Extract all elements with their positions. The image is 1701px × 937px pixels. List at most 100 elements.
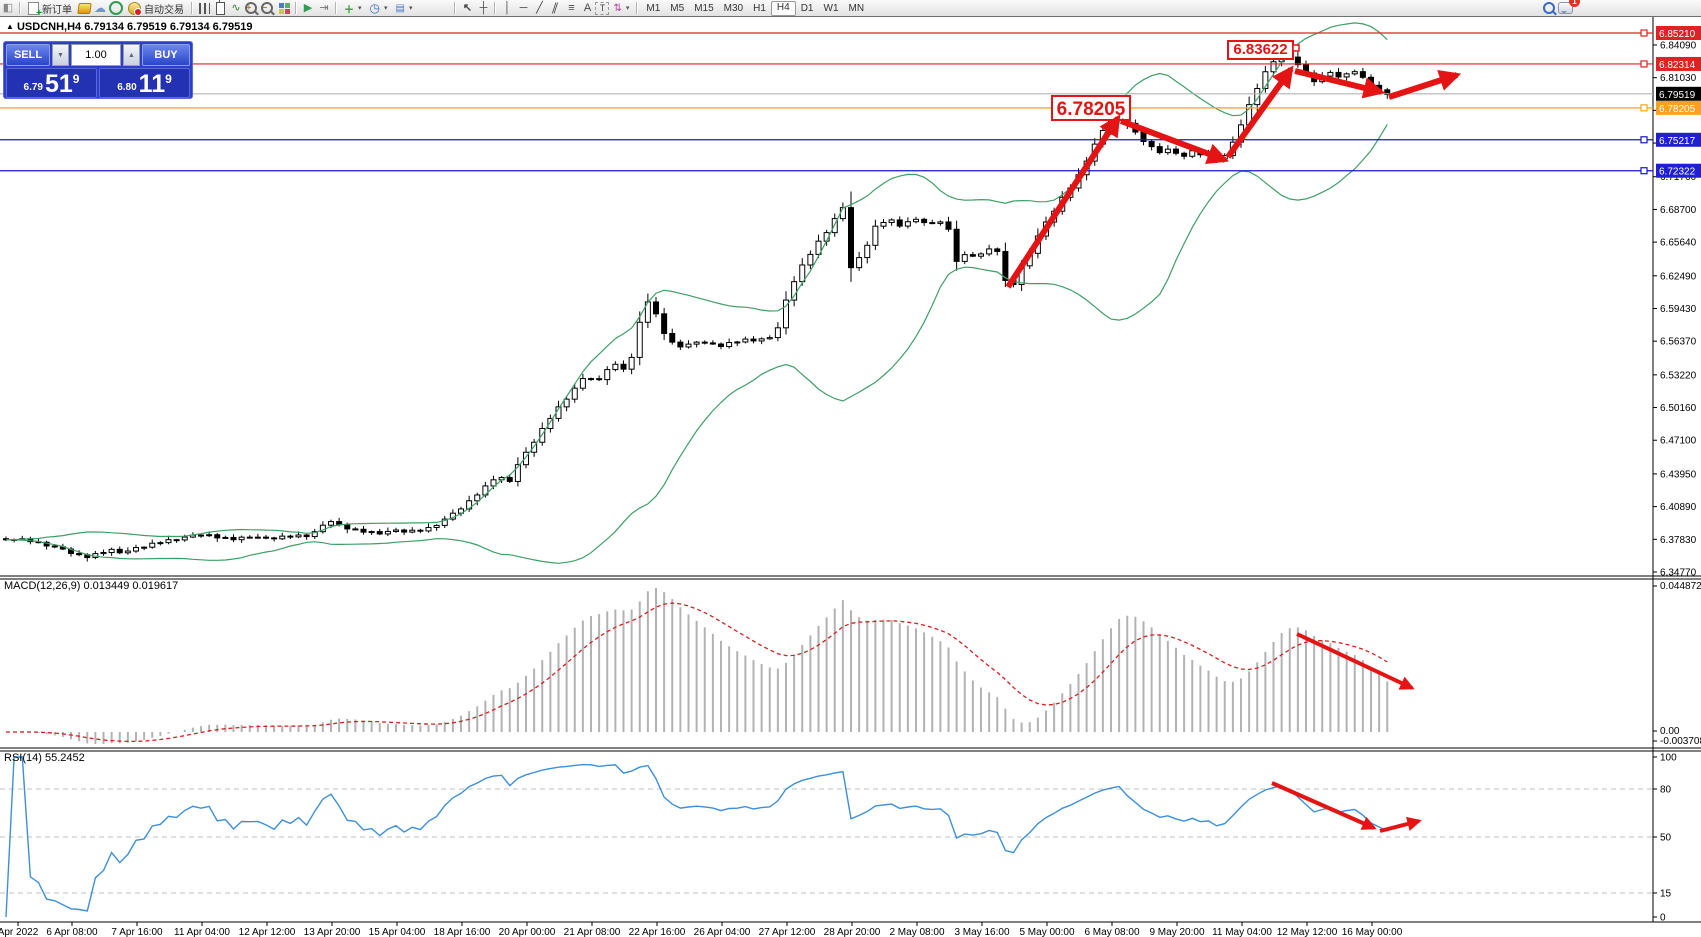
arrows-dropdown[interactable]: ⇅ ▾ <box>613 2 630 14</box>
tile-windows-icon[interactable] <box>276 1 292 15</box>
svg-text:6.53220: 6.53220 <box>1660 370 1697 381</box>
svg-text:5 May 00:00: 5 May 00:00 <box>1019 927 1074 937</box>
new-order-button[interactable]: 新订单 <box>24 1 76 19</box>
auto-scroll-icon[interactable]: ▶ <box>303 2 313 14</box>
chat-badge: 1 <box>1569 0 1580 7</box>
svg-text:6.78205: 6.78205 <box>1659 104 1696 115</box>
one-click-trading-panel: SELL ▼ ▲ BUY 6.79 51 9 6.80 11 9 <box>3 41 193 99</box>
line-chart-icon[interactable]: ∿ <box>231 2 241 14</box>
svg-text:11 May 04:00: 11 May 04:00 <box>1212 927 1272 937</box>
rsi-label: RSI(14) 55.2452 <box>4 752 85 764</box>
volume-increase-button[interactable]: ▲ <box>123 44 140 66</box>
trendline-icon[interactable]: ╱ <box>536 2 543 14</box>
cursor-icon[interactable]: ↖ <box>462 2 473 14</box>
timeframe-mn[interactable]: MN <box>848 2 865 14</box>
svg-text:6.47100: 6.47100 <box>1660 436 1697 447</box>
autotrading-button[interactable]: 自动交易 <box>124 1 188 16</box>
horizontal-line-icon[interactable]: ─ <box>519 2 528 14</box>
candlestick-chart-icon[interactable] <box>212 0 228 15</box>
new-order-icon <box>28 1 42 19</box>
timeframe-w1[interactable]: W1 <box>823 2 839 14</box>
timeframe-m5[interactable]: M5 <box>670 2 685 14</box>
svg-text:Apr 2022: Apr 2022 <box>0 927 39 937</box>
sell-price[interactable]: 6.79 51 9 <box>6 68 97 98</box>
text-label-icon[interactable]: T <box>595 1 610 15</box>
periods-dropdown[interactable]: ◷ ▾ <box>369 1 388 15</box>
indicators-icon: ＋ <box>344 4 354 16</box>
toolbar-separator <box>636 2 639 14</box>
svg-text:9 May 20:00: 9 May 20:00 <box>1149 927 1204 937</box>
chat-icon[interactable]: 1 <box>1557 0 1580 15</box>
svg-text:13 Apr 20:00: 13 Apr 20:00 <box>304 927 361 937</box>
search-icon[interactable] <box>1541 1 1557 15</box>
timeframe-h1[interactable]: H1 <box>753 2 766 14</box>
clock-icon: ◷ <box>369 1 380 15</box>
left-clipped-icon[interactable]: ◧ <box>2 2 14 14</box>
vertical-line-icon[interactable]: │ <box>504 2 511 14</box>
svg-text:26 Apr 04:00: 26 Apr 04:00 <box>694 927 751 937</box>
chart-shift-icon[interactable]: ⇥ <box>319 2 329 14</box>
svg-text:15 Apr 04:00: 15 Apr 04:00 <box>369 927 426 937</box>
svg-text:0: 0 <box>1660 913 1666 924</box>
toolbar-separator <box>335 2 337 14</box>
symbol-marker-icon: ▲ <box>6 22 14 31</box>
template-icon: ▤ <box>395 2 405 14</box>
svg-text:6.68700: 6.68700 <box>1660 205 1697 216</box>
navigator-icon[interactable]: ☁ <box>94 1 106 15</box>
timeframe-d1[interactable]: D1 <box>800 2 814 14</box>
svg-text:20 Apr 00:00: 20 Apr 00:00 <box>499 927 556 937</box>
signals-icon[interactable] <box>108 1 124 15</box>
buy-price[interactable]: 6.80 11 9 <box>99 68 190 98</box>
svg-text:6.84090: 6.84090 <box>1660 40 1697 51</box>
svg-text:6.75217: 6.75217 <box>1659 136 1696 147</box>
svg-text:100: 100 <box>1660 753 1677 764</box>
svg-text:6.82314: 6.82314 <box>1659 60 1696 71</box>
main-toolbar: ◧ 新订单 ☁ 自动交易 ∿ + − ▶ ⇥ ＋ ▾ ◷ ▾ ▤ ▾ ↖ ┼ │… <box>0 0 1701 19</box>
svg-text:6.83622: 6.83622 <box>1233 41 1287 58</box>
svg-text:-0.003708: -0.003708 <box>1660 736 1701 747</box>
timeframe-m30[interactable]: M30 <box>723 2 744 14</box>
svg-text:6.43950: 6.43950 <box>1660 469 1697 480</box>
zoom-in-icon[interactable]: + <box>244 1 260 15</box>
zoom-out-icon[interactable]: − <box>260 1 276 15</box>
svg-text:6.62490: 6.62490 <box>1660 271 1697 282</box>
timeframe-h4[interactable]: H4 <box>770 0 796 16</box>
text-icon[interactable]: A <box>583 2 592 14</box>
toolbar-separator <box>295 2 297 14</box>
sell-button[interactable]: SELL <box>6 44 50 66</box>
indicators-dropdown[interactable]: ＋ ▾ <box>340 1 366 16</box>
crosshair-icon[interactable]: ┼ <box>479 2 488 14</box>
bar-chart-icon[interactable] <box>196 1 212 15</box>
svg-text:0.044872: 0.044872 <box>1660 581 1701 592</box>
svg-text:21 Apr 08:00: 21 Apr 08:00 <box>564 927 621 937</box>
volume-decrease-button[interactable]: ▼ <box>52 44 69 66</box>
toolbar-separator <box>19 2 21 14</box>
svg-text:6.40890: 6.40890 <box>1660 502 1697 513</box>
chart-title: ▲ USDCNH,H4 6.79134 6.79519 6.79134 6.79… <box>6 21 253 33</box>
svg-text:50: 50 <box>1660 833 1672 844</box>
svg-text:6 Apr 08:00: 6 Apr 08:00 <box>46 927 98 937</box>
svg-text:80: 80 <box>1660 785 1672 796</box>
svg-text:6.72322: 6.72322 <box>1659 167 1696 178</box>
svg-text:6.34770: 6.34770 <box>1660 568 1697 579</box>
autotrading-icon <box>128 1 142 16</box>
timeframe-m1[interactable]: M1 <box>646 2 661 14</box>
svg-text:6.65640: 6.65640 <box>1660 238 1697 249</box>
market-watch-icon[interactable] <box>76 1 92 15</box>
svg-text:6.59430: 6.59430 <box>1660 304 1697 315</box>
buy-button[interactable]: BUY <box>142 44 190 66</box>
svg-text:0.00: 0.00 <box>1660 726 1680 737</box>
svg-text:2 May 08:00: 2 May 08:00 <box>889 927 944 937</box>
svg-text:6.50160: 6.50160 <box>1660 403 1697 414</box>
svg-text:6.37830: 6.37830 <box>1660 535 1697 546</box>
templates-dropdown[interactable]: ▤ ▾ <box>395 2 413 14</box>
volume-input[interactable] <box>71 44 121 66</box>
fibonacci-icon[interactable]: ≡ <box>568 2 575 14</box>
svg-text:3 May 16:00: 3 May 16:00 <box>954 927 1009 937</box>
svg-text:28 Apr 20:00: 28 Apr 20:00 <box>824 927 881 937</box>
svg-text:15: 15 <box>1660 889 1672 900</box>
timeframe-m15[interactable]: M15 <box>694 2 714 14</box>
svg-text:16 May 00:00: 16 May 00:00 <box>1342 927 1403 937</box>
